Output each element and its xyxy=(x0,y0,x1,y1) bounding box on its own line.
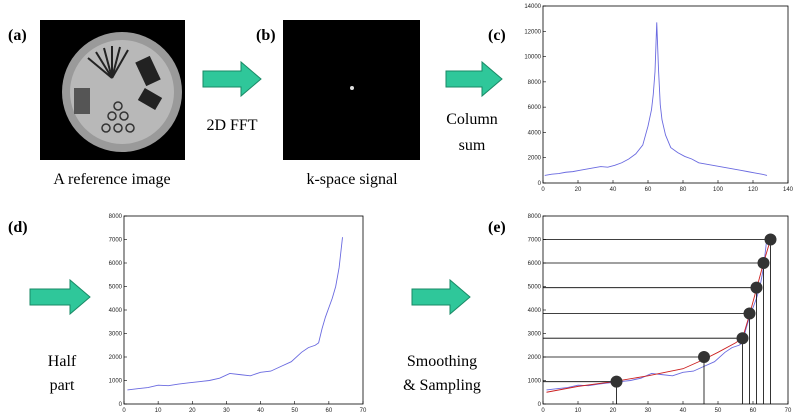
caption: Half xyxy=(48,353,77,370)
y-tick-label: 3000 xyxy=(109,332,123,338)
y-tick-label: 6000 xyxy=(109,261,123,267)
phantom-block xyxy=(74,88,90,114)
y-tick-label: 5000 xyxy=(109,285,123,291)
sample-point xyxy=(611,376,623,388)
plot-area xyxy=(124,216,363,404)
caption: sum xyxy=(459,137,486,154)
x-tick-label: 20 xyxy=(575,187,582,193)
y-tick-label: 1000 xyxy=(528,379,542,385)
y-tick-label: 4000 xyxy=(528,308,542,314)
x-tick-label: 30 xyxy=(645,408,652,414)
y-tick-label: 14000 xyxy=(524,4,541,10)
x-tick-label: 40 xyxy=(610,187,617,193)
x-tick-label: 10 xyxy=(155,408,162,414)
caption: k-space signal xyxy=(306,171,398,188)
caption: & Sampling xyxy=(403,377,481,394)
y-tick-label: 8000 xyxy=(528,80,542,86)
sample-point xyxy=(737,332,749,344)
figure: (a) (b) (c) (d) (e) A reference image k-… xyxy=(0,0,794,417)
panel-label: (c) xyxy=(488,27,506,44)
sample-point xyxy=(751,282,763,294)
y-tick-label: 8000 xyxy=(109,214,123,220)
y-tick-label: 7000 xyxy=(109,238,123,244)
y-tick-label: 8000 xyxy=(528,214,542,220)
y-tick-label: 2000 xyxy=(528,156,542,162)
plot-area xyxy=(543,6,788,183)
x-tick-label: 20 xyxy=(189,408,196,414)
kspace-dot xyxy=(350,86,354,90)
x-tick-label: 140 xyxy=(783,187,794,193)
y-tick-label: 2000 xyxy=(528,355,542,361)
x-tick-label: 40 xyxy=(257,408,264,414)
sample-point xyxy=(744,308,756,320)
x-tick-label: 0 xyxy=(122,408,126,414)
x-tick-label: 60 xyxy=(326,408,333,414)
sample-point xyxy=(765,234,777,246)
y-tick-label: 5000 xyxy=(528,285,542,291)
x-tick-label: 20 xyxy=(610,408,617,414)
caption: Smoothing xyxy=(407,353,477,370)
x-tick-label: 120 xyxy=(748,187,759,193)
y-tick-label: 6000 xyxy=(528,261,542,267)
x-tick-label: 10 xyxy=(575,408,582,414)
caption: Column xyxy=(446,111,498,128)
y-tick-label: 12000 xyxy=(524,29,541,35)
y-tick-label: 3000 xyxy=(528,332,542,338)
x-tick-label: 60 xyxy=(645,187,652,193)
x-tick-label: 0 xyxy=(541,408,545,414)
sample-point xyxy=(698,351,710,363)
x-tick-label: 50 xyxy=(291,408,298,414)
panel-label: (d) xyxy=(8,219,28,236)
caption: part xyxy=(50,377,75,394)
kspace-image xyxy=(283,20,420,160)
y-tick-label: 1000 xyxy=(109,379,123,385)
panel-label: (a) xyxy=(8,27,27,44)
y-tick-label: 4000 xyxy=(109,308,123,314)
caption: A reference image xyxy=(53,171,170,188)
x-tick-label: 80 xyxy=(680,187,687,193)
x-tick-label: 70 xyxy=(360,408,367,414)
panel-label: (b) xyxy=(256,27,276,44)
y-tick-label: 10000 xyxy=(524,55,541,61)
panel-label: (e) xyxy=(488,219,506,236)
x-tick-label: 100 xyxy=(713,187,724,193)
x-tick-label: 40 xyxy=(680,408,687,414)
x-tick-label: 0 xyxy=(541,187,545,193)
x-tick-label: 60 xyxy=(750,408,757,414)
caption: 2D FFT xyxy=(206,117,257,134)
y-tick-label: 6000 xyxy=(528,105,542,111)
y-tick-label: 2000 xyxy=(109,355,123,361)
sample-point xyxy=(758,257,770,269)
y-tick-label: 4000 xyxy=(528,130,542,136)
y-tick-label: 7000 xyxy=(528,238,542,244)
x-tick-label: 30 xyxy=(223,408,230,414)
x-tick-label: 50 xyxy=(715,408,722,414)
x-tick-label: 70 xyxy=(785,408,792,414)
